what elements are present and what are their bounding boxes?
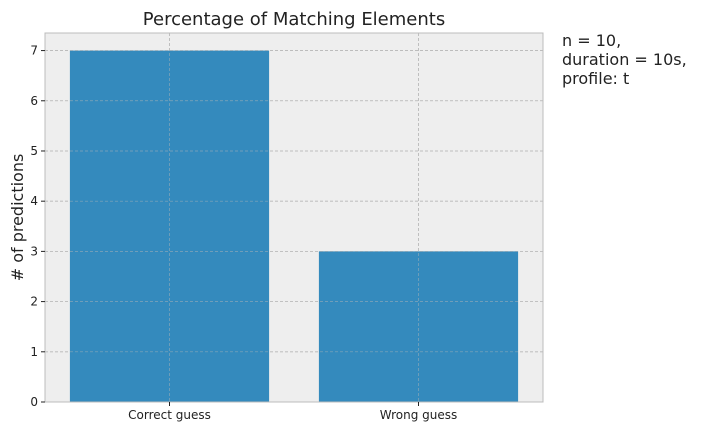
bar-wrong-guess: [318, 251, 519, 402]
y-axis-title: # of predictions: [8, 154, 27, 282]
chart-title: Percentage of Matching Elements: [143, 9, 445, 30]
y-tick-label: 7: [30, 44, 38, 58]
x-tick-label: Wrong guess: [380, 408, 457, 422]
annotation-line: duration = 10s,: [562, 50, 687, 69]
y-tick-label: 3: [30, 244, 38, 258]
y-axis-ticks: 0 1 2 3 4 5 6 7: [30, 44, 45, 409]
annotation-line: n = 10,: [562, 31, 621, 50]
y-tick-label: 0: [30, 395, 38, 409]
y-tick-label: 6: [30, 94, 38, 108]
x-axis-ticks: Correct guess Wrong guess: [128, 402, 457, 422]
x-tick-label: Correct guess: [128, 408, 211, 422]
plot-frame: [44, 32, 544, 403]
annotation-line: profile: t: [562, 69, 629, 88]
y-tick-label: 1: [30, 345, 38, 359]
y-tick-label: 4: [30, 194, 38, 208]
y-tick-label: 2: [30, 295, 38, 309]
annotation-text: n = 10, duration = 10s, profile: t: [562, 31, 692, 88]
y-tick-label: 5: [30, 144, 38, 158]
bars: [45, 33, 543, 403]
